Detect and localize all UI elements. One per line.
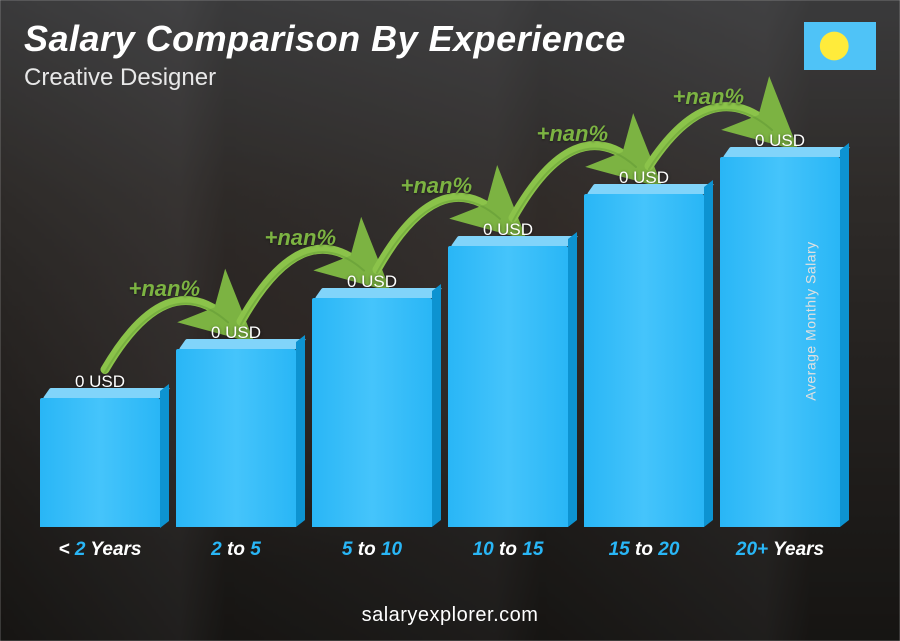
page-subtitle: Creative Designer <box>24 64 876 92</box>
bar: 0 USD <box>40 372 160 528</box>
bar-body <box>312 298 432 527</box>
x-axis-label: 10 to 15 <box>448 539 568 561</box>
footer-attribution: salaryexplorer.com <box>0 604 900 627</box>
bar-body <box>720 157 840 527</box>
x-axis-label: < 2 Years <box>40 539 160 561</box>
bar: 0 USD <box>584 168 704 527</box>
x-axis-labels: < 2 Years 2 to 5 5 to 10 10 to 15 15 to 20 20… <box>40 539 840 561</box>
jump-delta-label: +nan% <box>265 225 337 251</box>
bar: 0 USD <box>448 220 568 527</box>
jump-delta-label: +nan% <box>401 173 473 199</box>
x-axis-label: 2 to 5 <box>176 539 296 561</box>
bar-body <box>176 349 296 527</box>
chart-area: 0 USD0 USD0 USD0 USD0 USD0 USD < 2 Years… <box>40 120 840 561</box>
x-axis-label: 15 to 20 <box>584 539 704 561</box>
bar-body <box>448 246 568 527</box>
bar: 0 USD <box>312 272 432 527</box>
x-axis-label: 5 to 10 <box>312 539 432 561</box>
bar: 0 USD <box>176 323 296 527</box>
flag-icon <box>804 22 876 70</box>
jump-delta-label: +nan% <box>537 121 609 147</box>
bar-body <box>40 398 160 528</box>
bar-body <box>584 194 704 527</box>
bar: 0 USD <box>720 131 840 527</box>
jump-delta-label: +nan% <box>673 84 745 110</box>
x-axis-label: 20+ Years <box>720 539 840 561</box>
header: Salary Comparison By Experience Creative… <box>24 18 876 92</box>
page-title: Salary Comparison By Experience <box>24 18 876 60</box>
jump-delta-label: +nan% <box>129 276 201 302</box>
y-axis-label: Average Monthly Salary <box>802 241 818 400</box>
